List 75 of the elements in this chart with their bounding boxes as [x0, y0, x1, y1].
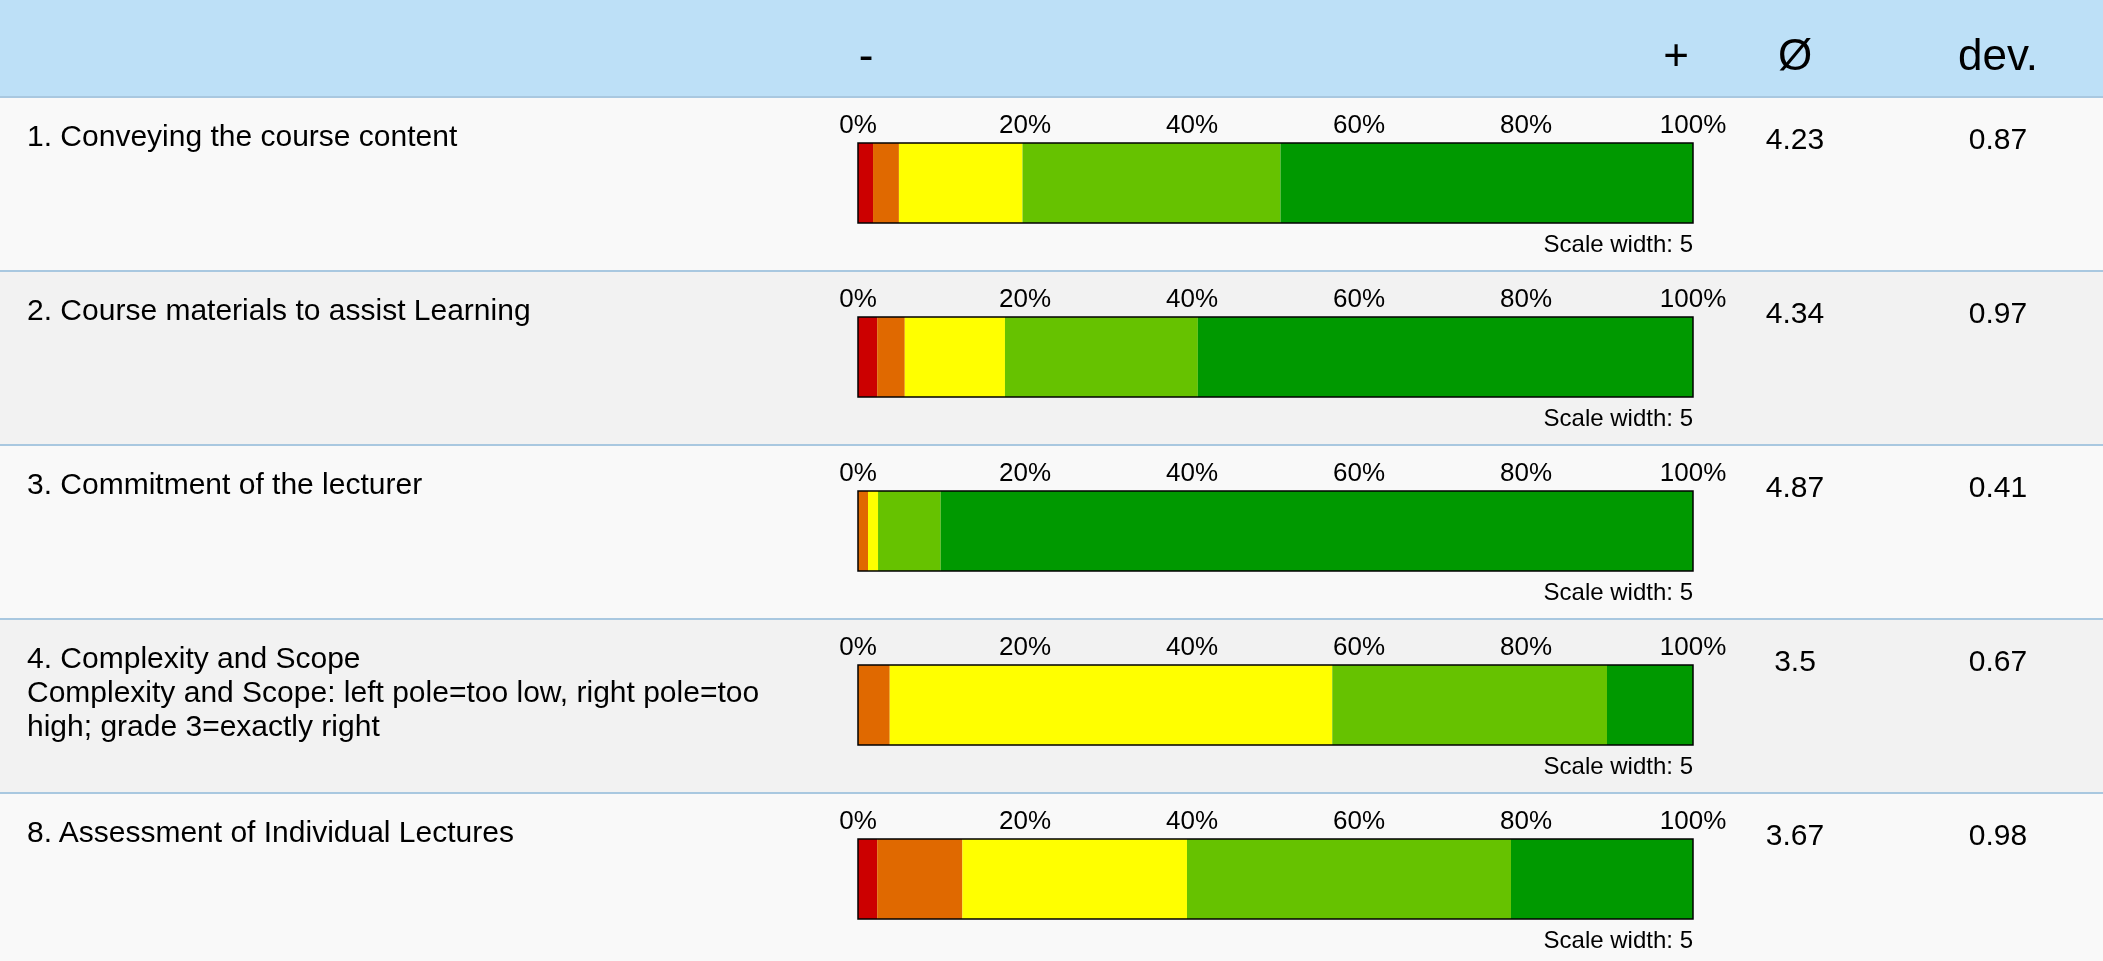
- y-tick-label: 2. Course materials to assist Learning: [27, 292, 531, 326]
- text: 40%: [1165, 805, 1219, 835]
- text: 100%: [1659, 631, 1727, 661]
- text: 20%: [998, 457, 1052, 487]
- bar: [1004, 317, 1198, 397]
- text: 100%: [1659, 283, 1727, 313]
- text: Ø: [1777, 29, 1813, 79]
- bar: [1022, 143, 1281, 223]
- bar: [878, 491, 941, 571]
- text: 0.97: [1968, 295, 2028, 329]
- text: 20%: [998, 283, 1052, 313]
- bar: [858, 665, 890, 745]
- annotation: Scale width: 5: [1543, 751, 1693, 779]
- bar: [962, 839, 1187, 919]
- x-tick-label: 60%: [1332, 109, 1386, 139]
- text: 20%: [998, 805, 1052, 835]
- x-tick-label: 80%: [1499, 109, 1553, 139]
- text: 0%: [839, 805, 877, 835]
- text: 100%: [1659, 805, 1727, 835]
- text: 80%: [1499, 805, 1553, 835]
- text: 60%: [1332, 457, 1386, 487]
- y-tick-label: 1. Conveying the course content: [27, 118, 458, 152]
- text: 3.5: [1774, 643, 1816, 677]
- bar: [868, 491, 879, 571]
- bar: [898, 143, 1023, 223]
- bar: [1186, 839, 1511, 919]
- text: 40%: [1165, 631, 1219, 661]
- y-tick-label: 8. Assessment of Individual Lectures: [27, 814, 514, 848]
- x-tick-label: 20%: [998, 109, 1052, 139]
- bar: [1607, 665, 1693, 745]
- bar: [1510, 839, 1693, 919]
- text: 60%: [1332, 631, 1386, 661]
- y-tick-label: 3. Commitment of the lecturer: [27, 466, 423, 500]
- text: 0%: [839, 631, 877, 661]
- x-tick-label: 40%: [1165, 109, 1219, 139]
- bar: [858, 317, 878, 397]
- bar: [877, 839, 963, 919]
- annotation: +: [1663, 29, 1689, 79]
- y-tick-label: 4. Complexity and Scope Complexity and Scope: left pole=too low, right pole=too high; grade 3=exactly right: [27, 640, 768, 742]
- text: 4.23: [1765, 121, 1825, 155]
- text: 0%: [839, 283, 877, 313]
- text: 4.34: [1765, 295, 1825, 329]
- bar: [904, 317, 1005, 397]
- text: 40%: [1165, 283, 1219, 313]
- text: 0%: [839, 457, 877, 487]
- text: 80%: [1499, 283, 1553, 313]
- annotation: -: [858, 29, 874, 79]
- annotation: Scale width: 5: [1543, 229, 1693, 257]
- bar: [1197, 317, 1693, 397]
- annotation: Scale width: 5: [1543, 577, 1693, 605]
- text: 80%: [1499, 631, 1553, 661]
- bar: [858, 143, 874, 223]
- bar: [858, 839, 878, 919]
- text: 0.87: [1968, 121, 2028, 155]
- text: 60%: [1332, 283, 1386, 313]
- text: 60%: [1332, 805, 1386, 835]
- x-tick-label: 0%: [839, 109, 877, 139]
- x-tick-label: 100%: [1659, 109, 1727, 139]
- bar: [877, 317, 905, 397]
- text: 0.67: [1968, 643, 2028, 677]
- text: 4.87: [1765, 469, 1825, 503]
- text: 0.98: [1968, 817, 2028, 851]
- text: 3.67: [1765, 817, 1825, 851]
- bar: [889, 665, 1333, 745]
- bar: [1280, 143, 1693, 223]
- text: 20%: [998, 631, 1052, 661]
- text: 80%: [1499, 457, 1553, 487]
- bar: [1332, 665, 1607, 745]
- annotation: Scale width: 5: [1543, 925, 1693, 953]
- text: 100%: [1659, 457, 1727, 487]
- text: dev.: [1958, 29, 2038, 79]
- bar: [873, 143, 899, 223]
- annotation: Scale width: 5: [1543, 403, 1693, 431]
- text: 0.41: [1968, 469, 2028, 503]
- text: 40%: [1165, 457, 1219, 487]
